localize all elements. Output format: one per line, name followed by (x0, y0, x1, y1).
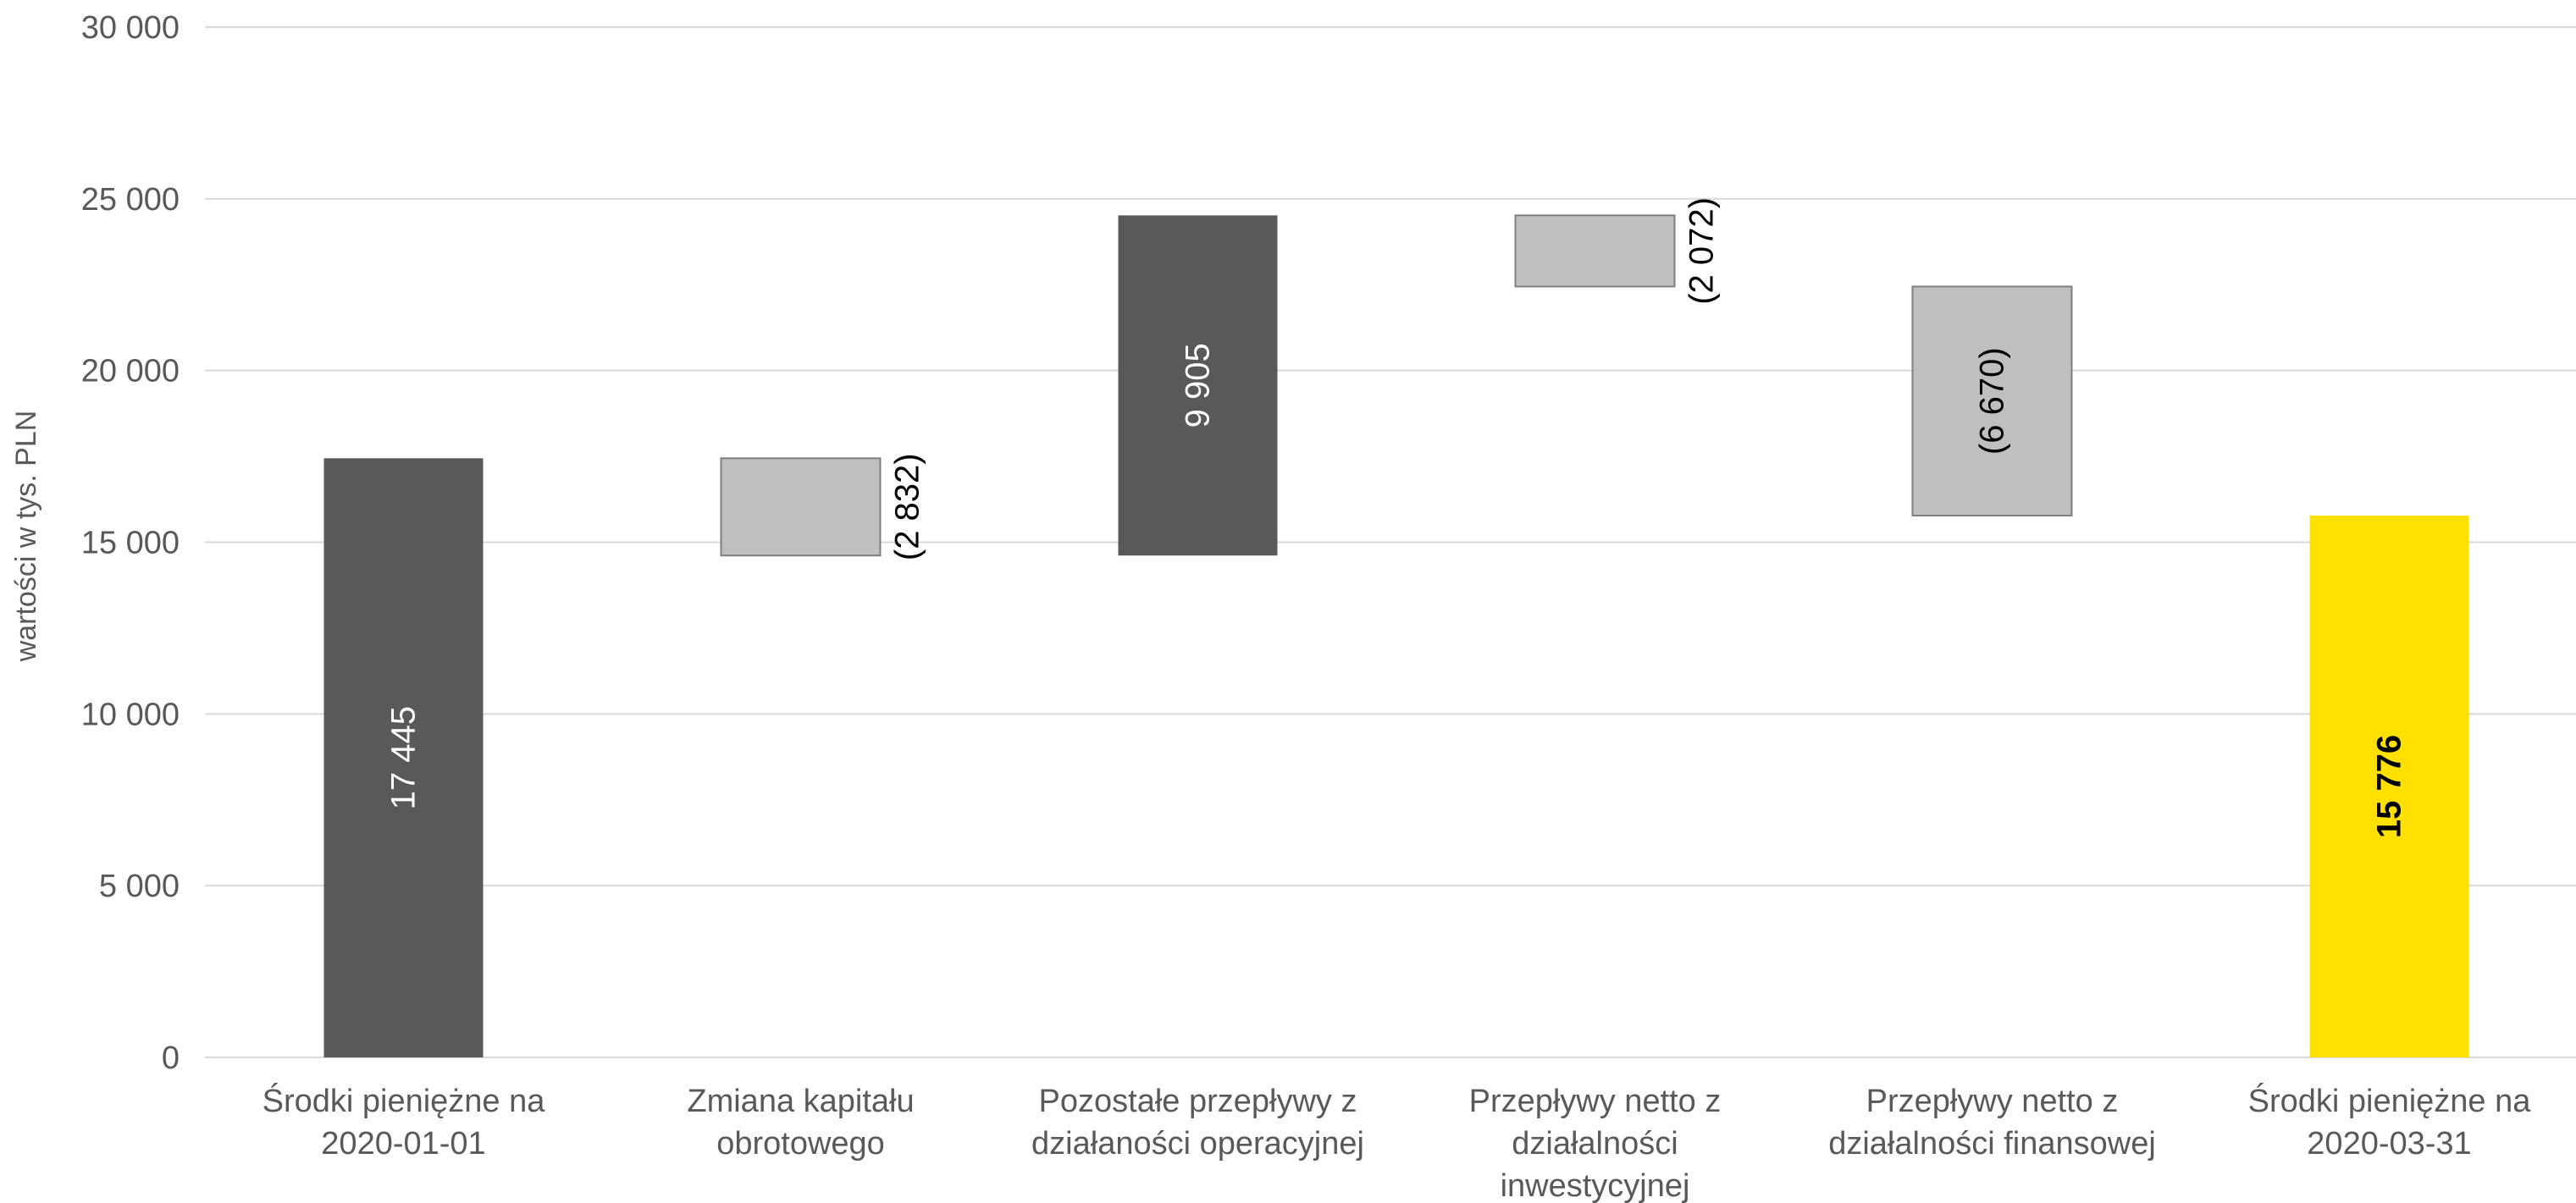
category-label-line: 2020-01-01 (321, 1126, 485, 1162)
category-label: Pozostałe przepływy z działaności operacy… (1031, 1084, 1364, 1162)
y-tick-label: 10 000 (81, 697, 180, 732)
data-label: (2 832) (889, 453, 926, 560)
category-label: Środki pieniężne na 2020-03-31 (2248, 1081, 2532, 1162)
y-tick-label: 0 (162, 1040, 180, 1076)
data-labels: 17 445 (2 832) 9 905 (2 072) (6 670) 15 776 (385, 197, 2408, 838)
bar (720, 457, 882, 557)
category-label-line: działalności finansowej (1828, 1126, 2156, 1162)
bar (1514, 214, 1676, 288)
bar (1911, 285, 2073, 517)
y-tick-label: 25 000 (81, 182, 180, 218)
category-label: Środki pieniężne na 2020-01-01 (263, 1081, 546, 1162)
y-axis-label: wartości w tys. PLN (10, 411, 42, 663)
category-label-line: Przepływy netto z (1866, 1084, 2119, 1119)
bars (323, 214, 2469, 1057)
category-label-line: Środki pieniężne na (263, 1081, 546, 1119)
bar (2309, 516, 2469, 1057)
bar (323, 458, 484, 1057)
data-label: (6 670) (1974, 347, 2011, 455)
data-label: 9 905 (1180, 343, 1217, 428)
category-label-line: działaności operacyjnej (1031, 1126, 1364, 1162)
category-label-line: obrotowego (716, 1126, 885, 1162)
y-tick-label: 5 000 (99, 869, 180, 904)
gridlines (205, 26, 2576, 1058)
category-label-line: inwestycyjnej (1501, 1168, 1690, 1203)
data-label: 15 776 (2371, 735, 2408, 838)
category-label-line: Środki pieniężne na (2248, 1081, 2532, 1119)
category-label-line: Przepływy netto z (1469, 1084, 1722, 1119)
category-label: Przepływy netto z działalności finansowej (1828, 1084, 2156, 1162)
data-label: (2 072) (1683, 197, 1721, 305)
y-tick-label: 15 000 (81, 526, 180, 561)
y-tick-label: 20 000 (81, 354, 180, 389)
category-label-line: Pozostałe przepływy z (1039, 1084, 1357, 1119)
y-tick-label: 30 000 (81, 10, 180, 46)
category-label: Zmiana kapitału obrotowego (687, 1084, 914, 1162)
category-label-line: działalności (1512, 1126, 1678, 1162)
data-label: 17 445 (385, 706, 423, 809)
category-label-line: 2020-03-31 (2307, 1126, 2471, 1162)
y-axis-ticks: 0 5 000 10 000 15 000 20 000 25 000 30 000 (81, 10, 180, 1076)
category-label-line: Zmiana kapitału (687, 1084, 914, 1119)
bar (1118, 215, 1278, 556)
category-label: Przepływy netto z działalności inwestycyjn… (1469, 1084, 1722, 1203)
category-labels: Środki pieniężne na 2020-01-01 Zmiana kapi… (263, 1081, 2532, 1203)
